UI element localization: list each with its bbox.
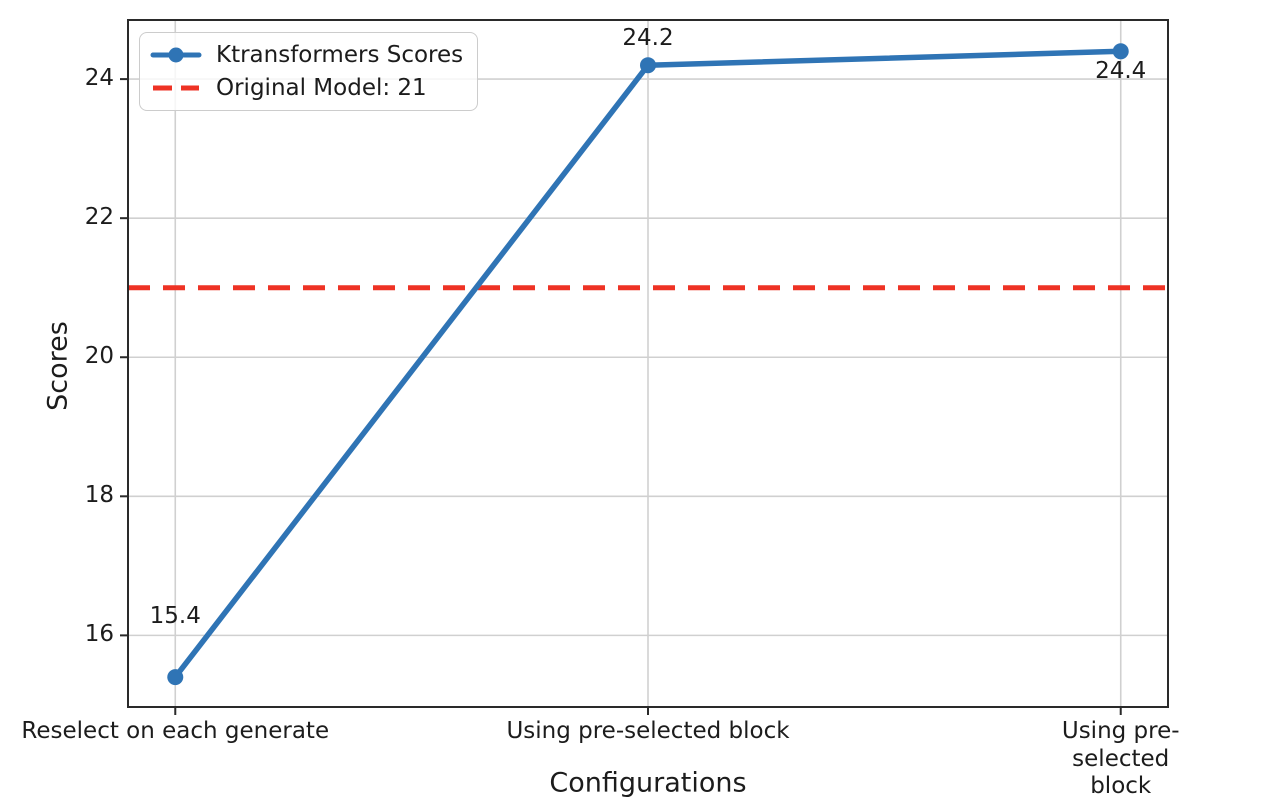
data-point-marker (1112, 43, 1129, 60)
plot-border (127, 19, 1169, 708)
data-point-marker (640, 57, 656, 74)
x-tick-label: Reselect on each generate (21, 718, 330, 744)
x-tick-label: Using pre-selected block First two layer… (1061, 718, 1180, 803)
y-axis-title: Scores (42, 321, 74, 411)
y-tick-label: 18 (84, 482, 114, 509)
legend-line-with-marker-sample (150, 47, 202, 63)
data-point-label: 15.4 (149, 603, 201, 630)
y-tick-label: 16 (84, 621, 114, 648)
legend-item-reference: Original Model: 21 (150, 74, 463, 102)
legend-item-series: Ktransformers Scores (150, 41, 463, 69)
legend-series-label: Ktransformers Scores (216, 42, 464, 68)
y-tick-label: 20 (84, 343, 114, 370)
x-axis-title: Configurations (549, 767, 747, 799)
x-tick-label: Using pre-selected block (506, 718, 790, 744)
data-point-marker (167, 669, 184, 686)
y-tick-label: 22 (84, 204, 114, 231)
data-point-label: 24.2 (622, 25, 674, 52)
data-point-label: 24.4 (1095, 58, 1147, 85)
legend-series-marker (168, 47, 184, 63)
legend-reference-label: Original Model: 21 (216, 75, 427, 101)
legend: Ktransformers Scores Original Model: 21 (139, 32, 479, 111)
legend-dashed-line-sample (153, 85, 199, 91)
y-tick-label: 24 (84, 65, 114, 92)
